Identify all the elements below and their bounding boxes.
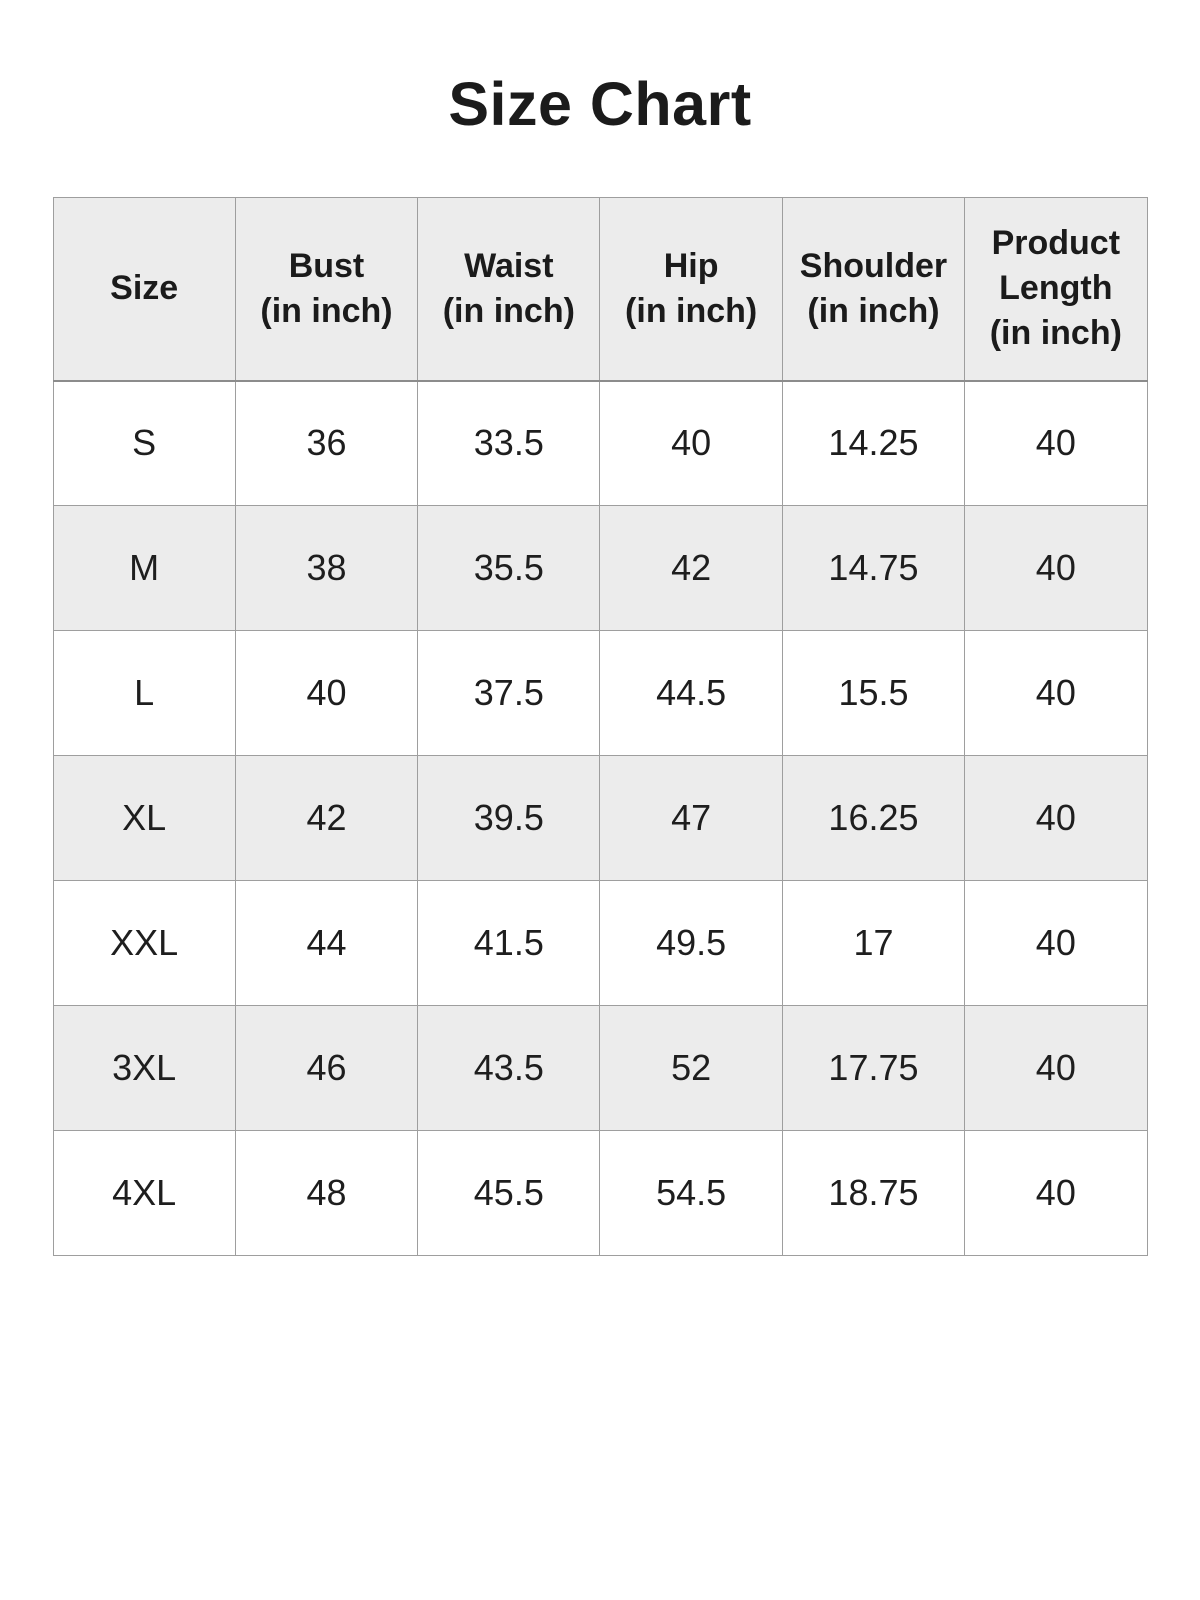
cell-hip: 54.5 [599, 1130, 783, 1256]
table-row-4xl: 4XL 48 45.5 54.5 18.75 40 [52, 1130, 1148, 1256]
cell-product-length: 40 [964, 880, 1148, 1006]
header-cell-bust: Bust (in inch) [234, 197, 419, 382]
cell-shoulder: 15.5 [781, 630, 966, 756]
cell-size: XXL [52, 880, 236, 1006]
cell-shoulder: 14.75 [781, 505, 966, 631]
cell-shoulder: 16.25 [781, 755, 966, 881]
cell-bust: 48 [234, 1130, 419, 1256]
cell-size: 3XL [52, 1005, 236, 1131]
cell-product-length: 40 [964, 630, 1148, 756]
cell-hip: 40 [599, 380, 783, 506]
cell-size: L [52, 630, 236, 756]
cell-shoulder: 17 [781, 880, 966, 1006]
table-row-m: M 38 35.5 42 14.75 40 [52, 505, 1148, 631]
cell-bust: 46 [234, 1005, 419, 1131]
cell-waist: 41.5 [417, 880, 601, 1006]
header-cell-waist: Waist (in inch) [417, 197, 601, 382]
cell-bust: 38 [234, 505, 419, 631]
header-row: Size Bust (in inch) Waist (in inch) Hip … [52, 197, 1148, 382]
cell-size: 4XL [52, 1130, 236, 1256]
cell-product-length: 40 [964, 1005, 1148, 1131]
cell-product-length: 40 [964, 755, 1148, 881]
cell-product-length: 40 [964, 380, 1148, 506]
cell-bust: 44 [234, 880, 419, 1006]
cell-shoulder: 18.75 [781, 1130, 966, 1256]
header-cell-hip: Hip (in inch) [599, 197, 783, 382]
table-row-l: L 40 37.5 44.5 15.5 40 [52, 630, 1148, 756]
cell-waist: 39.5 [417, 755, 601, 881]
header-cell-size: Size [52, 197, 236, 382]
cell-size: M [52, 505, 236, 631]
cell-shoulder: 14.25 [781, 380, 966, 506]
cell-bust: 42 [234, 755, 419, 881]
cell-waist: 33.5 [417, 380, 601, 506]
cell-waist: 35.5 [417, 505, 601, 631]
page-title: Size Chart [448, 70, 752, 138]
table-header: Size Bust (in inch) Waist (in inch) Hip … [52, 197, 1148, 382]
table-body: S 36 33.5 40 14.25 40 M 38 35.5 42 14.75… [52, 380, 1148, 1256]
table-row-3xl: 3XL 46 43.5 52 17.75 40 [52, 1005, 1148, 1131]
size-chart-table: Size Bust (in inch) Waist (in inch) Hip … [52, 197, 1148, 1256]
table-row-s: S 36 33.5 40 14.25 40 [52, 380, 1148, 506]
table-row-xl: XL 42 39.5 47 16.25 40 [52, 755, 1148, 881]
cell-product-length: 40 [964, 505, 1148, 631]
cell-waist: 43.5 [417, 1005, 601, 1131]
cell-hip: 52 [599, 1005, 783, 1131]
cell-product-length: 40 [964, 1130, 1148, 1256]
cell-bust: 36 [234, 380, 419, 506]
table-row-xxl: XXL 44 41.5 49.5 17 40 [52, 880, 1148, 1006]
header-cell-product-length: Product Length (in inch) [964, 197, 1148, 382]
cell-waist: 37.5 [417, 630, 601, 756]
cell-hip: 49.5 [599, 880, 783, 1006]
cell-hip: 42 [599, 505, 783, 631]
cell-waist: 45.5 [417, 1130, 601, 1256]
cell-size: S [52, 380, 236, 506]
cell-shoulder: 17.75 [781, 1005, 966, 1131]
header-cell-shoulder: Shoulder (in inch) [781, 197, 966, 382]
cell-hip: 44.5 [599, 630, 783, 756]
cell-size: XL [52, 755, 236, 881]
cell-bust: 40 [234, 630, 419, 756]
cell-hip: 47 [599, 755, 783, 881]
